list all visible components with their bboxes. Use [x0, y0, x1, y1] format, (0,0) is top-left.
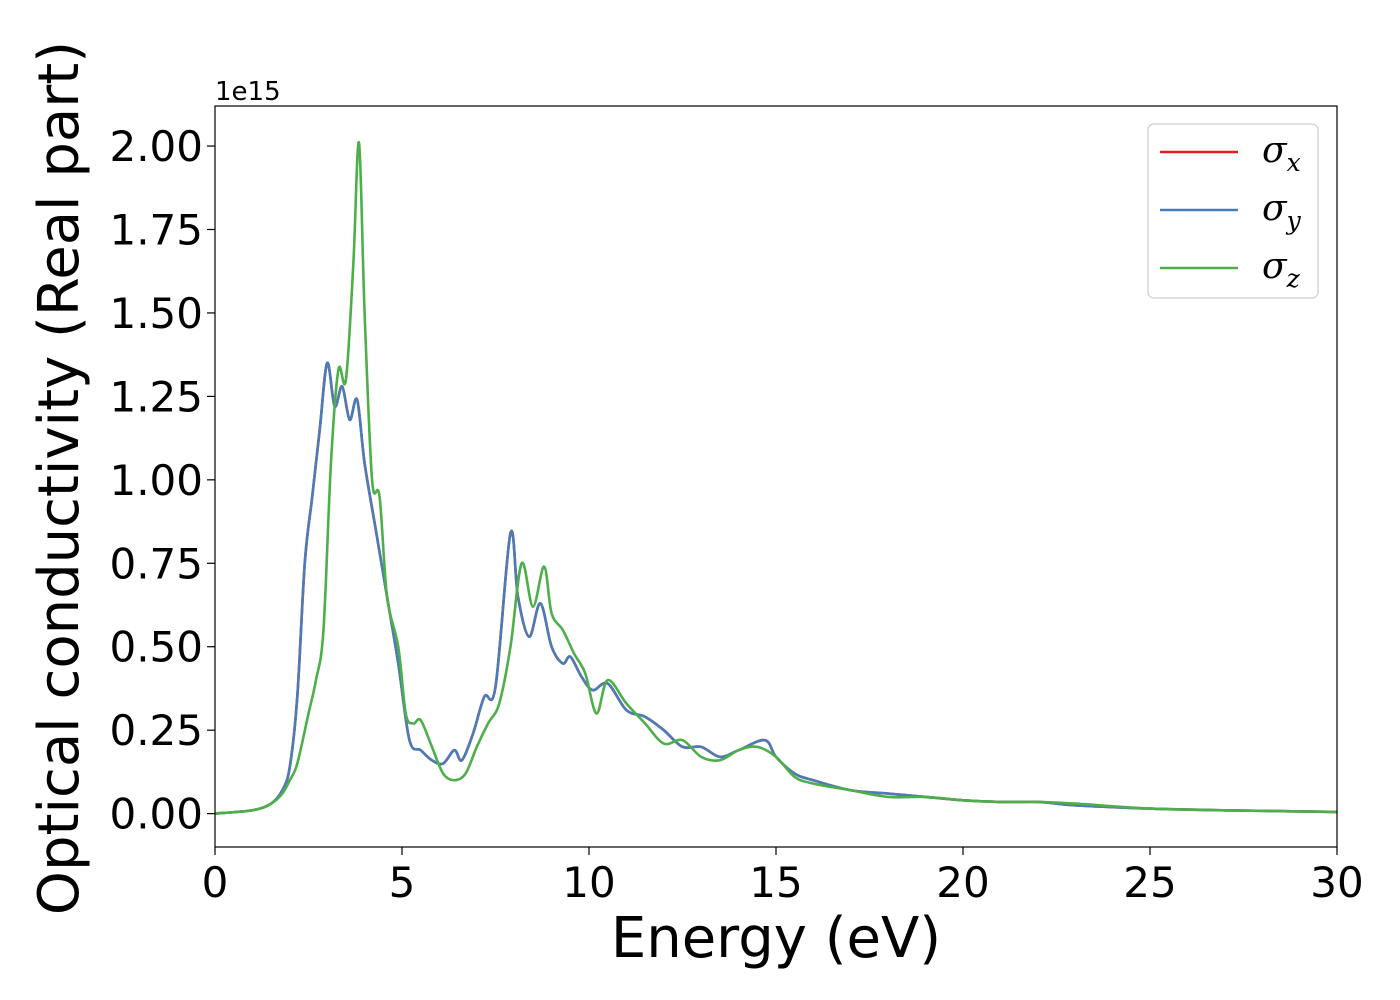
x-tick-label: 15	[749, 858, 802, 907]
y-tick-label: 1.00	[109, 456, 203, 505]
y-tick-label: 1.50	[109, 289, 203, 338]
x-axis-label: Energy (eV)	[611, 906, 941, 971]
x-tick-label: 20	[936, 858, 989, 907]
legend-label-x: σx	[1262, 130, 1301, 177]
x-tick-label: 10	[562, 858, 615, 907]
y-tick-label: 1.75	[109, 206, 203, 255]
x-tick-label: 0	[202, 858, 229, 907]
y-axis-label: Optical conductivity (Real part)	[27, 41, 92, 915]
y-tick-label: 2.00	[109, 122, 203, 171]
series-line-z	[214, 141, 1338, 815]
plot-frame	[214, 105, 1338, 848]
y-tick-label: 0.00	[109, 790, 203, 839]
legend-label-y: σy	[1262, 188, 1302, 235]
series-layer	[214, 141, 1338, 815]
y-tick-label: 0.50	[109, 623, 203, 672]
legend-label-z: σz	[1262, 246, 1301, 293]
x-axis-ticks: 0 5 10 15 20 25 30	[202, 847, 1364, 907]
y-offset-label: 1e15	[215, 77, 281, 107]
y-tick-label: 1.25	[109, 372, 203, 421]
y-axis-ticks: 0.00 0.25 0.50 0.75 1.00 1.25 1.50 1.75 2.00	[109, 122, 215, 839]
x-tick-label: 5	[389, 858, 416, 907]
y-tick-label: 0.25	[109, 706, 203, 755]
x-tick-label: 30	[1310, 858, 1363, 907]
legend: σx σy σz	[1147, 123, 1319, 299]
y-tick-label: 0.75	[109, 539, 203, 588]
x-tick-label: 25	[1123, 858, 1176, 907]
